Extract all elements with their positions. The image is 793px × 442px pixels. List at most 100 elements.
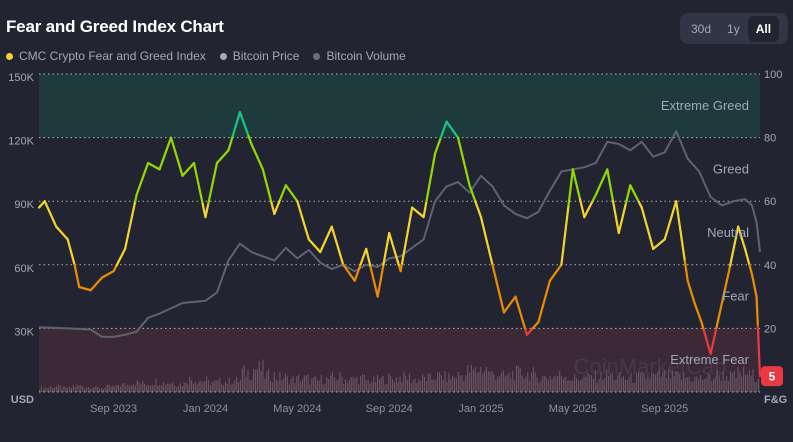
volume-bar <box>405 375 407 392</box>
volume-bar <box>500 373 502 392</box>
right-axis-tick: 60 <box>764 196 776 208</box>
volume-bar <box>232 383 234 392</box>
volume-bar <box>553 376 555 392</box>
volume-bar <box>70 388 73 392</box>
volume-bar <box>260 370 262 392</box>
volume-bar <box>709 374 711 392</box>
fear-greed-segment <box>194 168 198 178</box>
volume-bar <box>123 382 125 392</box>
volume-bar <box>388 373 390 392</box>
fear-greed-segment <box>568 180 573 195</box>
volume-bar <box>85 387 88 392</box>
volume-bar <box>72 384 74 392</box>
volume-bar <box>538 383 540 392</box>
volume-bar <box>164 384 166 392</box>
volume-bar <box>236 376 238 392</box>
volume-bar <box>684 377 686 392</box>
volume-bar <box>117 384 119 392</box>
volume-bar <box>149 385 151 392</box>
volume-bar <box>395 377 397 392</box>
volume-bar <box>480 367 482 392</box>
volume-bar <box>155 378 157 392</box>
volume-bar <box>273 372 275 392</box>
fear-greed-segment <box>609 184 613 195</box>
volume-bar <box>664 370 666 392</box>
volume-bar <box>412 379 414 392</box>
volume-bar <box>666 377 668 392</box>
volume-bar <box>115 384 118 392</box>
right-axis-tick: 20 <box>764 323 776 335</box>
fear-greed-segment <box>131 207 135 217</box>
range-30d-button[interactable]: 30d <box>691 21 712 36</box>
volume-bar <box>192 383 195 392</box>
volume-bar <box>679 373 681 392</box>
fear-greed-segment <box>383 247 388 258</box>
fear-greed-segment <box>205 202 210 212</box>
x-axis-tick: May 2024 <box>273 403 321 415</box>
volume-bar <box>52 388 54 392</box>
volume-bar <box>279 372 281 392</box>
fear-greed-segment <box>214 161 219 171</box>
current-value-label: 5 <box>769 370 776 384</box>
right-axis-label: F&G <box>764 394 787 406</box>
fear-greed-segment <box>134 193 138 203</box>
volume-bar <box>176 386 178 392</box>
volume-bar <box>694 376 696 392</box>
x-axis-tick: Sep 2024 <box>366 403 413 415</box>
volume-bar <box>465 375 467 392</box>
volume-bar <box>403 371 405 392</box>
volume-bar <box>442 379 444 392</box>
volume-bar <box>440 375 442 392</box>
volume-bar <box>408 373 410 392</box>
volume-bar <box>671 370 673 392</box>
volume-bar <box>102 388 104 392</box>
volume-bar <box>112 385 114 392</box>
fear-greed-segment <box>680 239 685 252</box>
volume-bar <box>40 386 42 392</box>
volume-bar <box>435 380 437 392</box>
volume-bar <box>315 376 317 392</box>
volume-bar <box>206 376 208 392</box>
volume-bar <box>339 372 341 392</box>
range-all-button[interactable]: All <box>747 15 780 42</box>
left-axis-tick: 30K <box>14 326 34 338</box>
volume-bar <box>241 368 243 392</box>
volume-bar <box>621 378 623 392</box>
volume-bar <box>502 370 504 392</box>
volume-bar <box>485 366 487 392</box>
fear-greed-segment <box>201 202 206 212</box>
volume-bar <box>376 374 379 392</box>
volume-bar <box>530 372 533 392</box>
volume-bar <box>42 389 44 392</box>
volume-bar <box>245 377 247 392</box>
legend-bitcoin-volume[interactable]: Bitcoin Volume <box>313 49 406 63</box>
volume-bar <box>215 380 217 392</box>
range-1y-button[interactable]: 1y <box>727 21 740 36</box>
volume-bar <box>209 385 211 392</box>
volume-bar <box>249 379 251 392</box>
volume-bar <box>591 375 593 392</box>
volume-bar <box>737 366 739 392</box>
legend-dot-icon <box>6 52 13 60</box>
volume-bar <box>615 379 617 392</box>
volume-bar <box>204 381 206 392</box>
volume-bar <box>756 381 758 392</box>
volume-bar <box>452 375 454 392</box>
volume-bar <box>617 374 619 392</box>
volume-bar <box>93 387 95 392</box>
legend-bitcoin-price[interactable]: Bitcoin Price <box>219 49 299 63</box>
volume-bar <box>256 369 258 392</box>
volume-bar <box>544 375 546 392</box>
volume-bar <box>63 386 65 392</box>
volume-bar <box>134 385 136 392</box>
volume-bar <box>604 378 606 392</box>
volume-bar <box>303 375 305 392</box>
legend-fear-greed[interactable]: CMC Crypto Fear and Greed Index <box>6 49 206 63</box>
volume-bar <box>221 384 223 392</box>
volume-bar <box>67 388 69 392</box>
volume-bar <box>724 380 726 392</box>
volume-bar <box>542 375 544 392</box>
volume-bar <box>606 369 608 392</box>
fear-greed-segment <box>405 230 409 241</box>
